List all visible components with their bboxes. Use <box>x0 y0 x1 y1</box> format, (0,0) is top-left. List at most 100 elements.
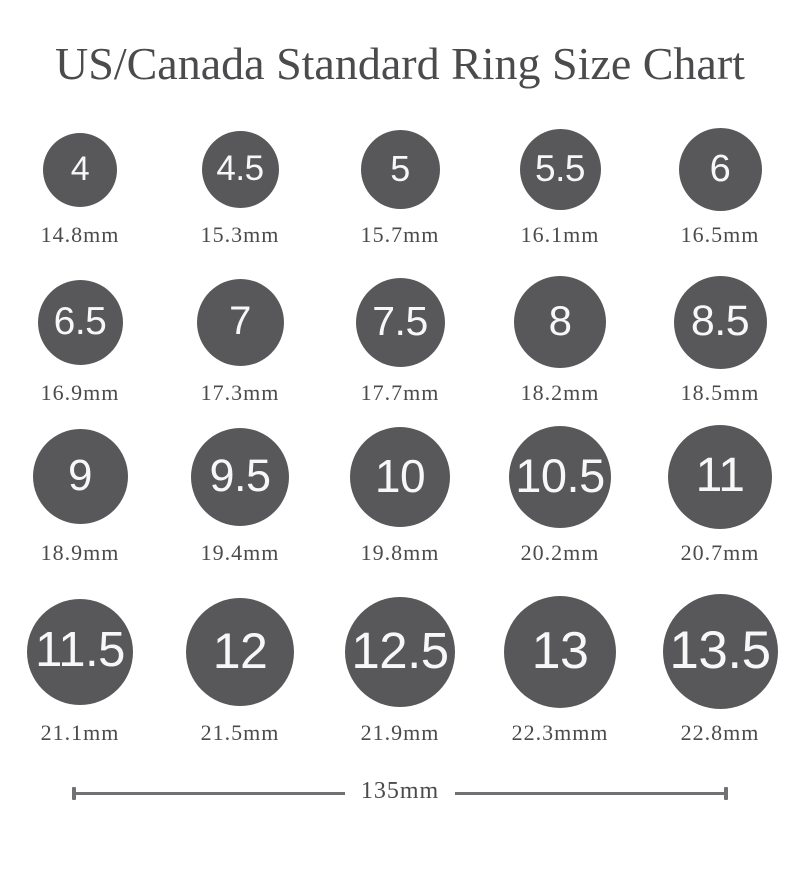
ring-diameter-label: 16.1mm <box>520 222 600 248</box>
ring-circle: 5 <box>360 130 440 210</box>
ring-size-value: 6 <box>709 147 731 190</box>
ruler-right-line <box>455 791 724 795</box>
ring-circle: 12 <box>186 597 294 706</box>
ring-circle-box: 4.5 <box>201 128 279 211</box>
ruler-right-cap-icon <box>724 786 728 800</box>
ring-size-cell: 8 18.2mm <box>480 276 640 406</box>
ring-size-value: 8.5 <box>690 296 750 345</box>
ring-size-value: 12 <box>212 622 268 679</box>
ring-size-value: 6.5 <box>53 299 107 343</box>
ring-size-value: 13.5 <box>669 621 771 681</box>
ruler-length-label: 135mm <box>360 777 440 804</box>
ring-row: 6.5 16.9mm 7 17.3mm 7.5 17.7mm 8 18.2mm 8.5 18.5m… <box>0 275 800 406</box>
ring-size-cell: 12.5 21.9mm <box>320 594 480 746</box>
ring-circle-box: 11.5 <box>27 594 133 709</box>
ring-diameter-label: 19.8mm <box>360 539 440 565</box>
ring-diameter-label: 15.7mm <box>360 222 440 248</box>
ring-size-value: 5.5 <box>535 148 585 190</box>
ring-size-chart-page: { "title": { "text": "US/Canada Standard… <box>0 36 800 893</box>
ring-size-value: 4 <box>70 149 90 188</box>
page-title: US/Canada Standard Ring Size Chart <box>55 38 745 89</box>
ring-row: 9 18.9mm 9.5 19.4mm 10 19.8mm 10.5 20.2mm 11 20.7… <box>0 424 800 566</box>
ring-circle: 8 <box>514 276 606 369</box>
ring-circle: 11.5 <box>27 598 133 705</box>
ring-diameter-label: 16.9mm <box>40 379 120 405</box>
ring-size-cell: 4.5 15.3mm <box>160 128 320 248</box>
ring-circle: 9 <box>32 429 128 525</box>
ring-size-cell: 5 15.7mm <box>320 128 480 248</box>
ring-size-value: 11 <box>695 448 745 502</box>
ring-circle: 11 <box>668 424 772 529</box>
ring-circle: 6 <box>678 128 762 212</box>
ring-size-grid: 4 14.8mm 4.5 15.3mm 5 15.7mm 5.5 16.1mm 6 16.5mm 6… <box>0 128 800 747</box>
ring-size-value: 10.5 <box>515 449 605 503</box>
ring-circle: 7.5 <box>355 277 445 367</box>
ring-diameter-label: 17.7mm <box>360 379 440 405</box>
ring-size-cell: 11.5 21.1mm <box>0 594 160 746</box>
ring-circle-box: 11 <box>668 424 772 529</box>
ring-circle: 8.5 <box>673 275 767 369</box>
ring-circle: 4 <box>43 132 117 207</box>
ring-circle-box: 6.5 <box>37 276 123 369</box>
ring-circle: 7 <box>196 278 284 366</box>
ring-size-cell: 4 14.8mm <box>0 128 160 248</box>
ring-circle-box: 13.5 <box>662 594 778 710</box>
ring-size-cell: 8.5 18.5mm <box>640 275 800 406</box>
ring-circle-box: 9.5 <box>191 425 289 529</box>
ring-size-cell: 7 17.3mm <box>160 276 320 406</box>
ring-size-cell: 11 20.7mm <box>640 424 800 566</box>
ring-circle: 6.5 <box>37 279 123 365</box>
ring-circle: 9.5 <box>191 427 289 526</box>
ring-size-cell: 10.5 20.2mm <box>480 425 640 566</box>
ring-circle: 4.5 <box>201 131 279 209</box>
ring-size-value: 12.5 <box>351 622 449 680</box>
ring-circle-box: 8 <box>514 276 606 369</box>
ring-row: 4 14.8mm 4.5 15.3mm 5 15.7mm 5.5 16.1mm 6 16.5mm <box>0 128 800 248</box>
ring-circle: 13 <box>504 595 616 708</box>
ring-circle-box: 5.5 <box>519 128 601 211</box>
ring-size-value: 11.5 <box>35 623 125 678</box>
ring-size-value: 7 <box>229 299 251 344</box>
ring-diameter-label: 22.8mm <box>680 720 760 746</box>
ring-diameter-label: 20.7mm <box>680 539 760 565</box>
ring-circle-box: 10 <box>350 425 450 529</box>
ring-diameter-label: 15.3mm <box>200 222 280 248</box>
ring-size-value: 9.5 <box>209 450 271 502</box>
ring-size-cell: 13.5 22.8mm <box>640 594 800 746</box>
ring-diameter-label: 22.3mmm <box>511 720 609 746</box>
ruler-left-line <box>76 791 345 795</box>
ring-size-value: 13 <box>531 621 589 680</box>
ring-circle-box: 13 <box>504 594 616 709</box>
ring-size-value: 10 <box>374 449 426 502</box>
ruler-left-cap-icon <box>72 786 76 800</box>
ring-size-value: 8 <box>548 297 572 345</box>
ring-diameter-label: 16.5mm <box>680 222 760 248</box>
ring-diameter-label: 21.5mm <box>200 720 280 746</box>
ring-size-cell: 9 18.9mm <box>0 425 160 566</box>
ring-circle-box: 12 <box>186 594 294 709</box>
ring-diameter-label: 20.2mm <box>520 539 600 565</box>
ring-size-value: 7.5 <box>372 297 428 344</box>
ring-circle: 12.5 <box>345 596 455 707</box>
ring-circle: 13.5 <box>662 594 778 710</box>
ring-circle-box: 7 <box>196 276 284 369</box>
ring-size-value: 9 <box>68 450 92 500</box>
ring-diameter-label: 14.8mm <box>40 222 120 248</box>
ring-size-cell: 12 21.5mm <box>160 594 320 746</box>
ring-diameter-label: 17.3mm <box>200 379 280 405</box>
ring-diameter-label: 18.9mm <box>40 539 120 565</box>
ring-diameter-label: 19.4mm <box>200 539 280 565</box>
ring-circle-box: 8.5 <box>673 275 767 369</box>
ring-row: 11.5 21.1mm 12 21.5mm 12.5 21.9mm 13 22.3mmm 13.… <box>0 594 800 746</box>
ring-circle: 5.5 <box>519 129 601 211</box>
ring-circle-box: 6 <box>678 128 762 212</box>
ring-size-value: 5 <box>390 147 410 189</box>
ring-size-cell: 13 22.3mmm <box>480 594 640 746</box>
ring-diameter-label: 21.9mm <box>360 720 440 746</box>
ring-size-cell: 5.5 16.1mm <box>480 128 640 248</box>
ring-diameter-label: 18.2mm <box>520 379 600 405</box>
ring-size-cell: 7.5 17.7mm <box>320 276 480 406</box>
ring-size-cell: 9.5 19.4mm <box>160 425 320 566</box>
ring-size-value: 4.5 <box>216 149 264 189</box>
ring-circle-box: 5 <box>360 128 440 211</box>
